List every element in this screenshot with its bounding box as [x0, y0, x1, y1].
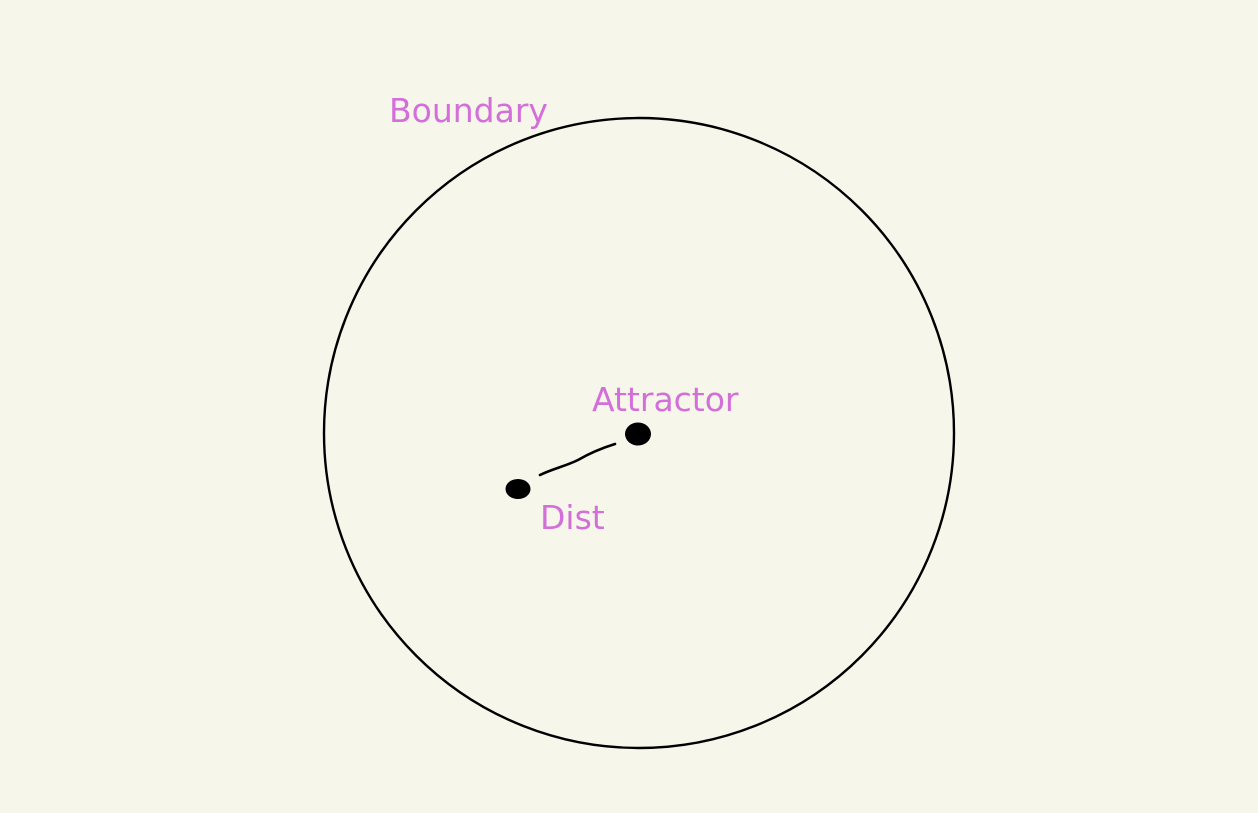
distance-line	[538, 442, 617, 477]
attractor-label: Attractor	[592, 380, 739, 419]
dist-point	[505, 479, 531, 499]
boundary-circle	[322, 116, 956, 750]
boundary-label: Boundary	[389, 91, 548, 130]
dist-label: Dist	[540, 498, 605, 537]
attractor-point	[625, 422, 651, 446]
